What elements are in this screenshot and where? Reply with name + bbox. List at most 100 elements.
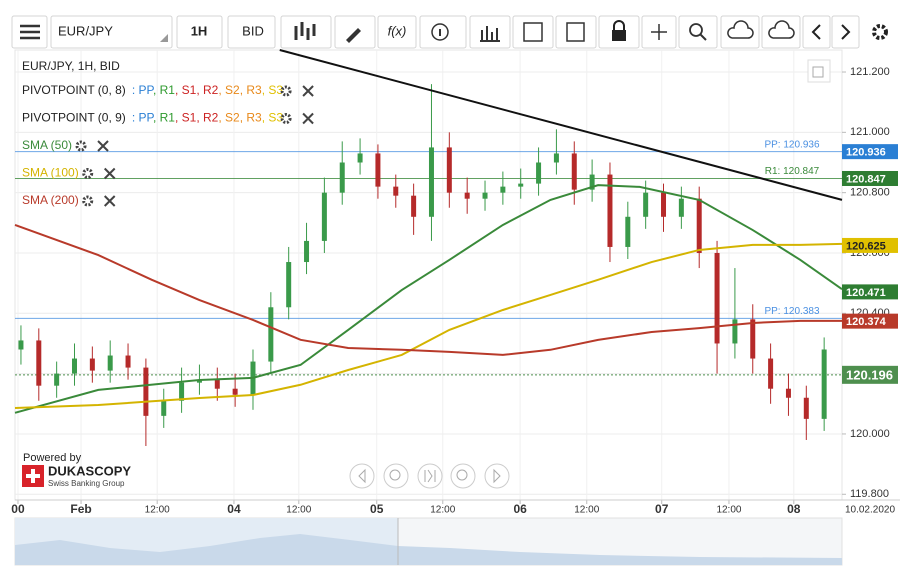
settings-icon[interactable] xyxy=(82,168,94,179)
next-icon xyxy=(841,24,851,40)
candle-body xyxy=(750,319,756,359)
settings-icon[interactable] xyxy=(280,85,292,97)
settings-icon[interactable] xyxy=(872,24,888,40)
candle-body xyxy=(232,388,238,395)
indicator-item: , S3 xyxy=(262,111,284,125)
remove-icon[interactable] xyxy=(302,85,314,97)
download-button[interactable] xyxy=(761,15,801,49)
candle-body xyxy=(821,349,827,419)
indicator-item: : PP xyxy=(132,111,155,125)
candle-body xyxy=(768,358,774,389)
candle-body xyxy=(304,240,310,263)
remove-icon[interactable] xyxy=(103,195,116,207)
settings-icon[interactable] xyxy=(280,113,292,124)
indicator-name: PIVOTPOINT (0, 8): PP, R1, S1, R2, S2, R… xyxy=(22,83,283,97)
expand-button[interactable] xyxy=(807,59,831,83)
candle-body xyxy=(607,174,613,247)
bars-button[interactable] xyxy=(469,15,511,49)
indicator-item: , R2 xyxy=(196,111,218,125)
candle-body xyxy=(732,319,738,344)
info-icon xyxy=(431,23,449,41)
nav-zoom-in[interactable] xyxy=(450,463,476,489)
indicator-line xyxy=(279,49,843,201)
remove-icon[interactable] xyxy=(97,140,109,152)
navigator-area xyxy=(15,534,842,565)
candle-body xyxy=(393,186,399,196)
nav-zoom-out-icon xyxy=(389,469,401,481)
download-icon xyxy=(768,20,795,39)
candle-body xyxy=(536,162,542,184)
remove-icon[interactable] xyxy=(103,167,116,180)
indicator-item: , S1 xyxy=(175,83,197,97)
candle-body xyxy=(18,340,24,350)
candle-body xyxy=(268,307,274,362)
nav-right[interactable] xyxy=(484,463,510,489)
indicator-item: , S2 xyxy=(218,111,240,125)
zoom-handle xyxy=(699,33,707,41)
instrument-select[interactable] xyxy=(50,15,173,49)
lock-shackle xyxy=(613,20,625,30)
calendar-button[interactable] xyxy=(512,15,554,49)
price-tag xyxy=(842,170,898,186)
candle-body xyxy=(71,358,77,374)
indicator-item: , R1 xyxy=(153,111,175,125)
price-tag-label: 120.625 xyxy=(846,240,886,252)
x-tick-label: 08 xyxy=(787,502,801,516)
report-button[interactable] xyxy=(555,15,597,49)
indicator-item: , S3 xyxy=(262,83,284,97)
candle-body xyxy=(161,400,167,416)
y-tick-label: 119.800 xyxy=(850,488,889,500)
indicator-line xyxy=(14,223,842,356)
period: 1H xyxy=(191,23,208,38)
zoom-button[interactable] xyxy=(678,15,718,49)
expand-icon xyxy=(812,66,824,78)
candle-body xyxy=(36,340,42,386)
candle-body xyxy=(803,397,809,419)
lock-icon xyxy=(612,30,626,41)
x-tick-label: 12:00 xyxy=(716,505,741,516)
nav-left[interactable] xyxy=(349,463,375,489)
nav-reset[interactable] xyxy=(417,463,443,489)
remove-icon[interactable] xyxy=(302,112,314,125)
chart-type-button[interactable] xyxy=(280,15,332,49)
indicator-name: SMA (100) xyxy=(22,166,79,180)
nav-zoom-out[interactable] xyxy=(383,463,409,489)
price-tag-label: 120.374 xyxy=(846,316,887,328)
x-tick-label: 07 xyxy=(655,502,669,516)
upload-icon xyxy=(727,20,754,39)
level-label: PP: 120.383 xyxy=(764,306,819,317)
next-button[interactable] xyxy=(831,15,860,49)
indicator-item: , R3 xyxy=(240,83,262,97)
candle-body xyxy=(375,153,381,187)
price-tag xyxy=(842,365,898,384)
price-tag xyxy=(842,313,898,329)
indicator-item: , S2 xyxy=(218,83,240,97)
navigation xyxy=(349,463,510,489)
indicator-line xyxy=(14,242,843,410)
tagline: Swiss Banking Group xyxy=(48,479,125,488)
info-button[interactable] xyxy=(419,15,467,49)
navigator xyxy=(14,517,843,566)
x-tick-label: 06 xyxy=(513,502,527,516)
candle-body xyxy=(107,355,113,371)
candles-icon xyxy=(294,22,316,40)
prev-button[interactable] xyxy=(802,15,831,49)
price-tag xyxy=(842,284,898,300)
logo-cross xyxy=(26,469,40,483)
indicator-item: , S1 xyxy=(175,111,197,125)
upload-button[interactable] xyxy=(720,15,760,49)
indicators-button[interactable] xyxy=(377,15,417,49)
calendar-icon xyxy=(523,22,543,42)
instrument: EUR/JPY xyxy=(58,23,113,38)
indicator-item: , R2 xyxy=(196,83,218,97)
side-select[interactable] xyxy=(227,15,276,49)
candle-body xyxy=(214,379,220,389)
period-select[interactable] xyxy=(176,15,223,49)
indicator-name-text: PIVOTPOINT (0, 8) xyxy=(22,83,126,97)
settings-icon[interactable] xyxy=(82,195,94,207)
candle-body xyxy=(125,355,131,368)
candle-body xyxy=(714,252,720,344)
settings-icon[interactable] xyxy=(75,140,87,152)
level-label: R1: 120.847 xyxy=(765,166,820,177)
price-tag xyxy=(842,144,898,160)
